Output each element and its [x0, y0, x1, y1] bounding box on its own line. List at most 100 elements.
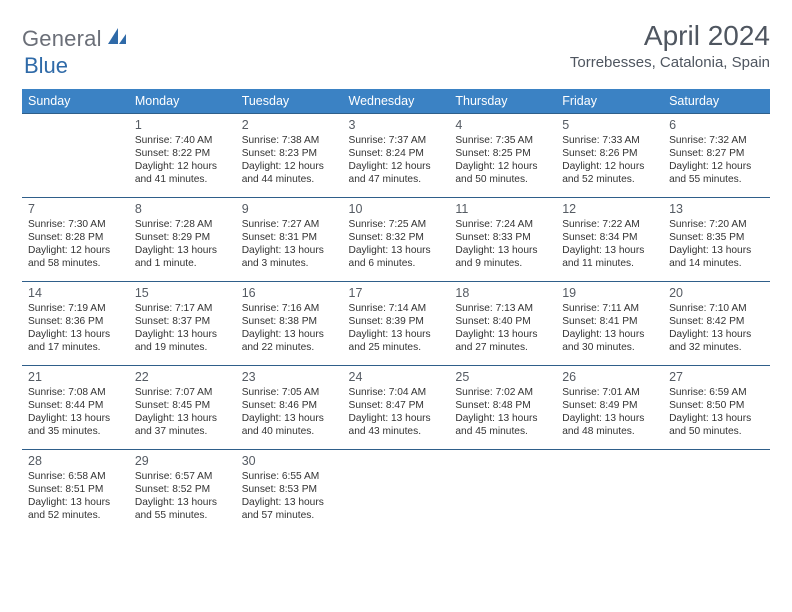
calendar-cell: 22 Sunrise: 7:07 AMSunset: 8:45 PMDayligh…: [129, 366, 236, 450]
day-number: 28: [28, 454, 123, 468]
col-friday: Friday: [556, 89, 663, 114]
logo-text-general: General: [22, 26, 102, 52]
day-number: 13: [669, 202, 764, 216]
calendar-cell: 4 Sunrise: 7:35 AMSunset: 8:25 PMDaylight…: [449, 114, 556, 198]
calendar-cell: 28 Sunrise: 6:58 AMSunset: 8:51 PMDayligh…: [22, 450, 129, 534]
calendar-row: 7Sunrise: 7:30 AMSunset: 8:28 PMDaylight…: [22, 198, 770, 282]
calendar-cell: 25 Sunrise: 7:02 AMSunset: 8:48 PMDayligh…: [449, 366, 556, 450]
calendar-cell: 10 Sunrise: 7:25 AMSunset: 8:32 PMDayligh…: [343, 198, 450, 282]
location-subtitle: Torrebesses, Catalonia, Spain: [570, 54, 770, 71]
calendar-cell: 21 Sunrise: 7:08 AMSunset: 8:44 PMDayligh…: [22, 366, 129, 450]
calendar-cell: 15Sunrise: 7:17 AMSunset: 8:37 PMDayligh…: [129, 282, 236, 366]
day-details: Sunrise: 7:10 AMSunset: 8:42 PMDaylight:…: [669, 302, 764, 354]
day-number: 20: [669, 286, 764, 300]
day-details: Sunrise: 7:04 AMSunset: 8:47 PMDaylight:…: [349, 386, 444, 438]
day-number: 16: [242, 286, 337, 300]
day-details: Sunrise: 7:20 AMSunset: 8:35 PMDaylight:…: [669, 218, 764, 270]
day-number: 9: [242, 202, 337, 216]
day-details: Sunrise: 7:07 AMSunset: 8:45 PMDaylight:…: [135, 386, 230, 438]
day-number: 18: [455, 286, 550, 300]
calendar-cell: 20 Sunrise: 7:10 AMSunset: 8:42 PMDayligh…: [663, 282, 770, 366]
calendar-row: 28 Sunrise: 6:58 AMSunset: 8:51 PMDayligh…: [22, 450, 770, 534]
day-details: Sunrise: 7:01 AMSunset: 8:49 PMDaylight:…: [562, 386, 657, 438]
day-number: 23: [242, 370, 337, 384]
calendar-cell: 19 Sunrise: 7:11 AMSunset: 8:41 PMDayligh…: [556, 282, 663, 366]
day-details: Sunrise: 6:59 AMSunset: 8:50 PMDaylight:…: [669, 386, 764, 438]
calendar-cell: 14 Sunrise: 7:19 AMSunset: 8:36 PMDayligh…: [22, 282, 129, 366]
day-details: Sunrise: 7:40 AMSunset: 8:22 PMDaylight:…: [135, 134, 230, 186]
calendar-row: 14 Sunrise: 7:19 AMSunset: 8:36 PMDayligh…: [22, 282, 770, 366]
calendar-cell: 9Sunrise: 7:27 AMSunset: 8:31 PMDaylight…: [236, 198, 343, 282]
day-number: 3: [349, 118, 444, 132]
day-details: Sunrise: 7:28 AMSunset: 8:29 PMDaylight:…: [135, 218, 230, 270]
day-details: Sunrise: 6:58 AMSunset: 8:51 PMDaylight:…: [28, 470, 123, 522]
calendar-cell: 6Sunrise: 7:32 AMSunset: 8:27 PMDaylight…: [663, 114, 770, 198]
calendar-cell: 16 Sunrise: 7:16 AMSunset: 8:38 PMDayligh…: [236, 282, 343, 366]
calendar-cell: [556, 450, 663, 534]
day-number: 22: [135, 370, 230, 384]
day-details: Sunrise: 7:08 AMSunset: 8:44 PMDaylight:…: [28, 386, 123, 438]
day-number: 24: [349, 370, 444, 384]
calendar-cell: 1 Sunrise: 7:40 AMSunset: 8:22 PMDaylight…: [129, 114, 236, 198]
day-number: 1: [135, 118, 230, 132]
day-details: Sunrise: 7:32 AMSunset: 8:27 PMDaylight:…: [669, 134, 764, 186]
day-details: Sunrise: 7:13 AMSunset: 8:40 PMDaylight:…: [455, 302, 550, 354]
calendar-row: 1 Sunrise: 7:40 AMSunset: 8:22 PMDaylight…: [22, 114, 770, 198]
day-details: Sunrise: 7:38 AMSunset: 8:23 PMDaylight:…: [242, 134, 337, 186]
day-details: Sunrise: 6:55 AMSunset: 8:53 PMDaylight:…: [242, 470, 337, 522]
col-monday: Monday: [129, 89, 236, 114]
calendar-cell: 7Sunrise: 7:30 AMSunset: 8:28 PMDaylight…: [22, 198, 129, 282]
calendar-cell: 27Sunrise: 6:59 AMSunset: 8:50 PMDayligh…: [663, 366, 770, 450]
calendar-body: 1 Sunrise: 7:40 AMSunset: 8:22 PMDaylight…: [22, 114, 770, 534]
calendar-cell: [22, 114, 129, 198]
day-details: Sunrise: 6:57 AMSunset: 8:52 PMDaylight:…: [135, 470, 230, 522]
day-details: Sunrise: 7:25 AMSunset: 8:32 PMDaylight:…: [349, 218, 444, 270]
calendar-cell: 3 Sunrise: 7:37 AMSunset: 8:24 PMDaylight…: [343, 114, 450, 198]
sail-icon: [106, 26, 128, 52]
day-details: Sunrise: 7:30 AMSunset: 8:28 PMDaylight:…: [28, 218, 123, 270]
calendar-cell: 17 Sunrise: 7:14 AMSunset: 8:39 PMDayligh…: [343, 282, 450, 366]
day-number: 5: [562, 118, 657, 132]
day-details: Sunrise: 7:16 AMSunset: 8:38 PMDaylight:…: [242, 302, 337, 354]
day-number: 14: [28, 286, 123, 300]
calendar-cell: 12Sunrise: 7:22 AMSunset: 8:34 PMDayligh…: [556, 198, 663, 282]
day-details: Sunrise: 7:02 AMSunset: 8:48 PMDaylight:…: [455, 386, 550, 438]
calendar-cell: 30 Sunrise: 6:55 AMSunset: 8:53 PMDayligh…: [236, 450, 343, 534]
day-number: 4: [455, 118, 550, 132]
day-number: 10: [349, 202, 444, 216]
calendar-cell: 23 Sunrise: 7:05 AMSunset: 8:46 PMDayligh…: [236, 366, 343, 450]
day-details: Sunrise: 7:11 AMSunset: 8:41 PMDaylight:…: [562, 302, 657, 354]
day-details: Sunrise: 7:24 AMSunset: 8:33 PMDaylight:…: [455, 218, 550, 270]
calendar-header-row: Sunday Monday Tuesday Wednesday Thursday…: [22, 89, 770, 114]
calendar-cell: 24 Sunrise: 7:04 AMSunset: 8:47 PMDayligh…: [343, 366, 450, 450]
calendar-cell: 29 Sunrise: 6:57 AMSunset: 8:52 PMDayligh…: [129, 450, 236, 534]
calendar-cell: [663, 450, 770, 534]
day-number: 26: [562, 370, 657, 384]
day-number: 17: [349, 286, 444, 300]
calendar-cell: 26 Sunrise: 7:01 AMSunset: 8:49 PMDayligh…: [556, 366, 663, 450]
day-number: 21: [28, 370, 123, 384]
day-number: 19: [562, 286, 657, 300]
calendar-cell: 8 Sunrise: 7:28 AMSunset: 8:29 PMDaylight…: [129, 198, 236, 282]
day-details: Sunrise: 7:14 AMSunset: 8:39 PMDaylight:…: [349, 302, 444, 354]
logo-text-blue: Blue: [24, 53, 68, 78]
day-number: 30: [242, 454, 337, 468]
calendar-cell: [449, 450, 556, 534]
day-number: 25: [455, 370, 550, 384]
day-number: 8: [135, 202, 230, 216]
day-details: Sunrise: 7:19 AMSunset: 8:36 PMDaylight:…: [28, 302, 123, 354]
day-number: 29: [135, 454, 230, 468]
day-details: Sunrise: 7:05 AMSunset: 8:46 PMDaylight:…: [242, 386, 337, 438]
day-details: Sunrise: 7:37 AMSunset: 8:24 PMDaylight:…: [349, 134, 444, 186]
day-number: 15: [135, 286, 230, 300]
calendar-cell: 13 Sunrise: 7:20 AMSunset: 8:35 PMDayligh…: [663, 198, 770, 282]
calendar-page: General April 2024 Torrebesses, Cataloni…: [0, 0, 792, 544]
brand-logo: General: [22, 20, 132, 52]
col-sunday: Sunday: [22, 89, 129, 114]
col-saturday: Saturday: [663, 89, 770, 114]
col-thursday: Thursday: [449, 89, 556, 114]
day-number: 2: [242, 118, 337, 132]
calendar-row: 21 Sunrise: 7:08 AMSunset: 8:44 PMDayligh…: [22, 366, 770, 450]
day-details: Sunrise: 7:35 AMSunset: 8:25 PMDaylight:…: [455, 134, 550, 186]
calendar-cell: [343, 450, 450, 534]
